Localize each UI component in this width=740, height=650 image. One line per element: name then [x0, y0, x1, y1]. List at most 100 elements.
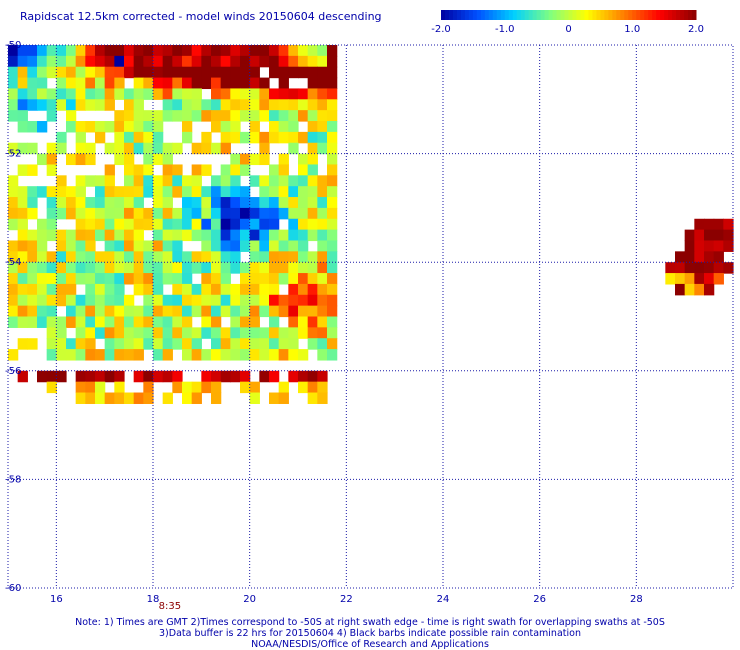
heatmap-cell — [259, 131, 270, 144]
colorbar-segment — [548, 10, 554, 20]
heatmap-cell — [269, 55, 280, 68]
heatmap-cell — [211, 207, 222, 220]
heatmap-cell — [317, 131, 328, 144]
heatmap-cell — [288, 175, 299, 187]
heatmap-cell — [307, 305, 318, 318]
heatmap-cell — [259, 153, 270, 166]
heatmap-cell — [317, 370, 328, 383]
colorbar-segment — [552, 10, 558, 20]
heatmap-cell — [56, 349, 67, 361]
heatmap-cell — [75, 142, 86, 155]
heatmap-cell — [66, 99, 77, 111]
heatmap-cell — [133, 77, 144, 90]
heatmap-cell — [8, 218, 19, 231]
heatmap-cell — [249, 66, 260, 79]
heatmap-cell — [220, 186, 231, 198]
heatmap-cell — [124, 207, 135, 220]
heatmap-cell — [713, 218, 724, 231]
heatmap-cell — [307, 110, 318, 122]
heatmap-cell — [46, 262, 57, 274]
heatmap-cell — [704, 273, 715, 285]
heatmap-cell — [27, 45, 38, 57]
heatmap-cell — [191, 175, 202, 187]
heatmap-cell — [162, 142, 173, 155]
heatmap-cell — [211, 283, 222, 296]
heatmap-cell — [153, 229, 164, 242]
heatmap-cell — [288, 349, 299, 361]
heatmap-cell — [278, 197, 289, 209]
heatmap-cell — [220, 294, 231, 307]
heatmap-cell — [278, 349, 289, 361]
heatmap-cell — [104, 229, 115, 242]
heatmap-cell — [143, 121, 154, 133]
heatmap-cell — [211, 55, 222, 68]
colorbar-segment — [524, 10, 530, 20]
heatmap-cell — [124, 186, 135, 198]
heatmap-cell — [104, 370, 115, 383]
heatmap-cell — [8, 283, 19, 296]
heatmap-cell — [114, 110, 125, 122]
heatmap-cell — [46, 316, 57, 328]
heatmap-cell — [75, 349, 86, 361]
heatmap-cell — [249, 45, 260, 57]
heatmap-cell — [153, 316, 164, 328]
heatmap-cell — [278, 175, 289, 187]
heatmap-cell — [684, 283, 695, 296]
heatmap-cell — [124, 131, 135, 144]
swath-time-label: 8:35 — [159, 601, 181, 612]
heatmap-cell — [46, 338, 57, 350]
heatmap-cell — [191, 392, 202, 404]
heatmap-cell — [46, 197, 57, 209]
heatmap-cell — [298, 131, 309, 144]
heatmap-cell — [191, 110, 202, 122]
heatmap-cell — [230, 153, 241, 166]
heatmap-cell — [66, 338, 77, 350]
colorbar-segment — [616, 10, 621, 20]
heatmap-cell — [143, 186, 154, 198]
heatmap-cell — [182, 66, 193, 79]
heatmap-cell — [114, 305, 125, 318]
heatmap-cell — [307, 45, 318, 57]
heatmap-cell — [66, 229, 77, 242]
heatmap-cell — [307, 381, 318, 394]
heatmap-cell — [298, 66, 309, 79]
heatmap-cell — [278, 45, 289, 57]
heatmap-cell — [153, 305, 164, 318]
heatmap-cell — [191, 251, 202, 263]
heatmap-cell — [240, 186, 251, 198]
heatmap-cell — [182, 186, 193, 198]
heatmap-cell — [240, 77, 251, 90]
heatmap-cell — [37, 45, 48, 57]
heatmap-cell — [17, 164, 28, 176]
heatmap-cell — [56, 207, 67, 220]
heatmap-cell — [75, 316, 86, 328]
heatmap-cell — [288, 55, 299, 68]
heatmap-cell — [259, 305, 270, 318]
heatmap-cell — [269, 273, 280, 285]
heatmap-cell — [75, 45, 86, 57]
heatmap-cell — [278, 294, 289, 307]
heatmap-cell — [66, 77, 77, 90]
heatmap-cell — [46, 251, 57, 263]
heatmap-cell — [327, 207, 338, 220]
heatmap-cell — [201, 45, 212, 57]
heatmap-cell — [278, 251, 289, 263]
heatmap-cell — [259, 251, 270, 263]
heatmap-cell — [249, 207, 260, 220]
heatmap-cell — [37, 283, 48, 296]
heatmap-cell — [143, 392, 154, 404]
heatmap-cell — [37, 153, 48, 166]
heatmap-cell — [317, 66, 328, 79]
heatmap-cell — [307, 164, 318, 176]
heatmap-cell — [307, 262, 318, 274]
heatmap-cell — [124, 392, 135, 404]
heatmap-cell — [249, 218, 260, 231]
heatmap-cell — [230, 229, 241, 242]
heatmap-cell — [211, 316, 222, 328]
heatmap-cell — [114, 262, 125, 274]
heatmap-cell — [153, 327, 164, 339]
heatmap-cell — [211, 121, 222, 133]
heatmap-cell — [85, 175, 96, 187]
heatmap-cell — [104, 197, 115, 209]
heatmap-cell — [317, 251, 328, 263]
